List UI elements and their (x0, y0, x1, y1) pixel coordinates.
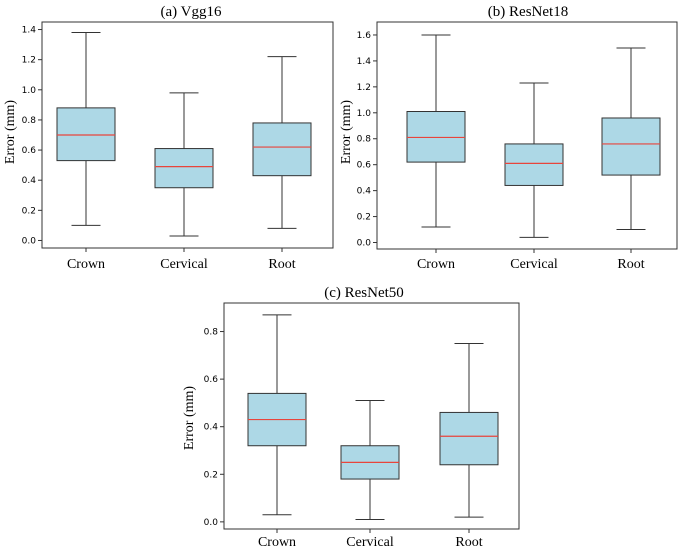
y-axis-label: Error (mm) (339, 100, 354, 164)
y-tick-label: 0.0 (22, 236, 37, 246)
x-ticks: Crown Cervical Root (417, 249, 645, 272)
x-tick-label: Crown (67, 257, 105, 272)
y-tick-label: 0.6 (22, 146, 37, 156)
y-tick-label: 0.8 (22, 116, 37, 126)
y-tick-label: 0.2 (357, 213, 371, 223)
y-tick-label: 1.6 (357, 31, 372, 41)
boxes (406, 34, 661, 238)
y-ticks: 0.0 0.2 0.4 0.6 0.8 1.0 1.2 1.4 (22, 26, 42, 246)
x-tick-label: Crown (258, 535, 296, 548)
box-root (439, 411, 499, 466)
y-axis-label: Error (mm) (3, 100, 18, 164)
panel-title: (c) ResNet50 (324, 285, 404, 301)
plot-frame (223, 302, 520, 530)
boxes (247, 314, 499, 520)
box-root (252, 122, 312, 177)
y-tick-label: 0.2 (204, 470, 218, 480)
x-tick-label: Cervical (160, 257, 208, 272)
x-tick-label: Cervical (510, 257, 558, 272)
y-tick-label: 1.2 (22, 56, 36, 66)
y-tick-label: 0.6 (204, 375, 219, 385)
y-tick-label: 0.8 (357, 135, 372, 145)
y-tick-label: 1.0 (22, 86, 37, 96)
y-tick-label: 0.6 (357, 161, 372, 171)
x-tick-label: Root (268, 257, 295, 272)
y-ticks: 0.0 0.2 0.4 0.6 0.8 1.0 1.2 1.4 1.6 (357, 31, 377, 249)
panel-resnet50: (c) ResNet50 Error (mm) 0.00.20.40.60.8 … (182, 285, 520, 548)
panel-resnet18: (b) ResNet18 Error (mm) 0.0 0.2 0.4 0.6 0.8 1… (339, 4, 678, 272)
plot-frame (376, 21, 678, 250)
box-cervical (504, 143, 564, 186)
y-tick-label: 0.0 (357, 239, 372, 249)
boxes (56, 32, 312, 237)
x-tick-label: Root (617, 257, 644, 272)
y-tick-label: 0.4 (357, 187, 372, 197)
y-axis-label: Error (mm) (182, 386, 197, 450)
panel-vgg16: (a) Vgg16 Error (mm) 0.0 0.2 0.4 0.6 0.8 1.0 1… (3, 4, 334, 272)
panel-title: (a) Vgg16 (161, 4, 222, 20)
y-tick-label: 0.8 (204, 328, 219, 338)
plot-frame (41, 21, 334, 249)
x-tick-label: Cervical (346, 535, 394, 548)
x-tick-label: Root (455, 535, 482, 548)
box-root (601, 117, 661, 176)
y-tick-label: 1.4 (357, 57, 372, 67)
y-tick-label: 0.2 (22, 206, 36, 216)
x-ticks: Crown Cervical Root (258, 529, 483, 548)
y-ticks: 0.0 0.2 0.4 0.6 0.8 (204, 328, 224, 528)
panel-title: (b) ResNet18 (488, 4, 568, 20)
y-tick-label: 0.4 (22, 176, 37, 186)
y-tick-label: 1.2 (357, 83, 371, 93)
box-crown (406, 111, 466, 163)
x-ticks: Crown Cervical Root (67, 248, 296, 272)
y-tick-label: 1.4 (22, 26, 37, 36)
x-tick-label: Crown (417, 257, 455, 272)
y-tick-label: 0.0 (204, 518, 219, 528)
y-tick-label: 1.0 (357, 109, 372, 119)
y-tick-label: 0.4 (204, 423, 219, 433)
box-cervical (154, 148, 214, 189)
box-crown (56, 107, 116, 162)
